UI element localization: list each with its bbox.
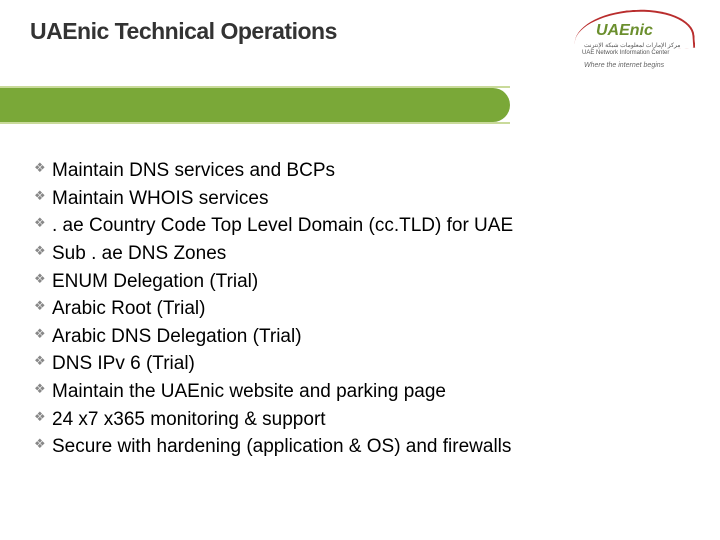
logo-english-text: UAE Network Information Center <box>582 50 669 56</box>
diamond-bullet-icon <box>34 413 46 425</box>
diamond-bullet-icon <box>34 164 46 176</box>
uaenic-logo: UAEnic مركز الإمارات لمعلومات شبكة الإنت… <box>572 8 700 78</box>
bullet-list: Maintain DNS services and BCPs Maintain … <box>34 158 710 460</box>
list-item-text: Maintain the UAEnic website and parking … <box>52 379 446 405</box>
list-item-text: . ae Country Code Top Level Domain (cc.T… <box>52 213 513 239</box>
diamond-bullet-icon <box>34 192 46 204</box>
list-item: Arabic DNS Delegation (Trial) <box>34 324 710 350</box>
list-item: Arabic Root (Trial) <box>34 296 710 322</box>
list-item: Maintain DNS services and BCPs <box>34 158 710 184</box>
list-item: ENUM Delegation (Trial) <box>34 269 710 295</box>
diamond-bullet-icon <box>34 357 46 369</box>
list-item-text: Sub . ae DNS Zones <box>52 241 226 267</box>
list-item-text: DNS IPv 6 (Trial) <box>52 351 195 377</box>
diamond-bullet-icon <box>34 302 46 314</box>
diamond-bullet-icon <box>34 247 46 259</box>
list-item: DNS IPv 6 (Trial) <box>34 351 710 377</box>
list-item-text: Maintain WHOIS services <box>52 186 268 212</box>
list-item-text: ENUM Delegation (Trial) <box>52 269 258 295</box>
list-item: Sub . ae DNS Zones <box>34 241 710 267</box>
logo-arabic-text: مركز الإمارات لمعلومات شبكة الإنترنت <box>584 42 680 49</box>
list-item-text: 24 x7 x365 monitoring & support <box>52 407 326 433</box>
list-item: 24 x7 x365 monitoring & support <box>34 407 710 433</box>
accent-bar <box>0 88 510 122</box>
logo-brand-text: UAEnic <box>596 22 653 40</box>
diamond-bullet-icon <box>34 275 46 287</box>
diamond-bullet-icon <box>34 219 46 231</box>
list-item-text: Arabic DNS Delegation (Trial) <box>52 324 302 350</box>
list-item: Maintain the UAEnic website and parking … <box>34 379 710 405</box>
diamond-bullet-icon <box>34 385 46 397</box>
list-item: Maintain WHOIS services <box>34 186 710 212</box>
list-item: . ae Country Code Top Level Domain (cc.T… <box>34 213 710 239</box>
logo-tagline: Where the internet begins <box>584 62 664 69</box>
diamond-bullet-icon <box>34 440 46 452</box>
diamond-bullet-icon <box>34 330 46 342</box>
list-item-text: Arabic Root (Trial) <box>52 296 205 322</box>
list-item: Secure with hardening (application & OS)… <box>34 434 710 460</box>
list-item-text: Maintain DNS services and BCPs <box>52 158 335 184</box>
list-item-text: Secure with hardening (application & OS)… <box>52 434 511 460</box>
slide-content: Maintain DNS services and BCPs Maintain … <box>0 122 720 460</box>
slide-header: UAEnic Technical Operations UAEnic مركز … <box>0 0 720 82</box>
